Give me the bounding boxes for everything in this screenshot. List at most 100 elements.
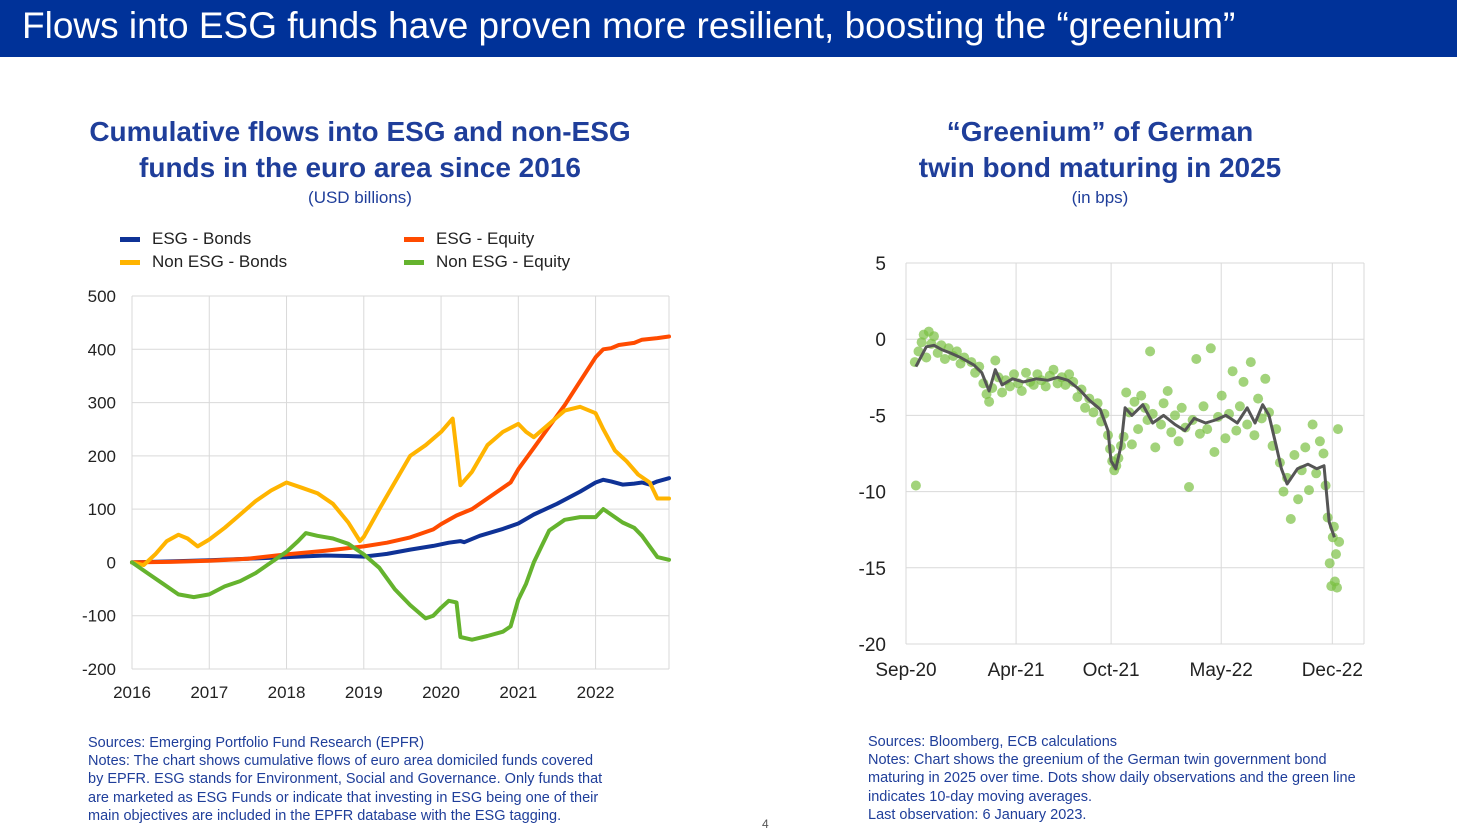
daily-observation-dot (939, 354, 950, 364)
daily-observation-dot (910, 480, 921, 491)
left-note-line: main objectives are included in the EPFR… (88, 807, 562, 824)
legend-item: ESG - Equity (404, 229, 534, 249)
legend-label: ESG - Bonds (152, 229, 252, 248)
y-tick-label: 500 (88, 287, 116, 306)
daily-observation-dot (1170, 410, 1180, 421)
daily-observation-dot (1136, 390, 1147, 401)
daily-observation-dot (1156, 419, 1166, 430)
legend-swatch (120, 236, 140, 242)
daily-observation-dot (984, 396, 995, 407)
daily-observation-dot (1191, 354, 1202, 364)
series-line (130, 507, 671, 642)
x-tick-label: Apr-21 (988, 660, 1045, 681)
x-tick-label: Oct-21 (1083, 660, 1140, 681)
daily-observation-dot (1064, 369, 1075, 380)
y-tick-label: -10 (859, 483, 886, 504)
daily-observation-dot (1332, 582, 1342, 593)
right-chart-notes: Sources: Bloomberg, ECB calculations Not… (868, 733, 1428, 824)
daily-observation-dot (1129, 396, 1140, 407)
y-tick-label: -200 (82, 660, 116, 679)
daily-observation-dot (1040, 381, 1051, 392)
y-tick-label: -15 (859, 559, 886, 580)
right-chart-subtitle: (in bps) (1071, 188, 1129, 207)
daily-observation-dot (1194, 428, 1205, 439)
daily-observation-dot (1060, 379, 1071, 390)
daily-observation-dot (1133, 424, 1144, 435)
right-note-line: Sources: Bloomberg, ECB calculations (868, 734, 1118, 750)
daily-observation-dot (1080, 402, 1091, 413)
x-tick-label: 2016 (113, 683, 151, 702)
daily-observation-dot (1227, 366, 1238, 377)
left-chart-title: Cumulative flows into ESG and non-ESG fu… (40, 114, 680, 186)
daily-observation-dot (1009, 369, 1019, 380)
legend-label: Non ESG - Equity (436, 252, 571, 271)
legend-item: Non ESG - Bonds (120, 252, 287, 272)
daily-observation-dot (1324, 558, 1335, 569)
y-tick-label: 0 (107, 553, 116, 572)
daily-observation-dot (1076, 384, 1087, 395)
daily-observation-dot (1307, 419, 1318, 430)
legend-swatch (120, 259, 140, 265)
y-tick-label: -20 (859, 635, 886, 656)
daily-observation-dot (1158, 398, 1169, 409)
daily-observation-dot (1249, 430, 1260, 441)
daily-observation-dot (1253, 393, 1264, 404)
daily-observation-dot (1004, 381, 1015, 392)
daily-observation-dot (1234, 401, 1245, 412)
left-note-line: Sources: Emerging Portfolio Fund Researc… (88, 735, 425, 751)
daily-observation-dot (1311, 468, 1322, 479)
x-tick-label: 2021 (499, 683, 537, 702)
daily-observation-dot (1121, 387, 1132, 398)
daily-observation-dot (1318, 448, 1329, 459)
daily-observation-dot (1016, 386, 1027, 396)
right-chart-title: “Greenium” of German twin bond maturing … (860, 114, 1340, 186)
daily-observation-dot (1242, 419, 1253, 430)
daily-observation-dot (1184, 482, 1194, 492)
legend-swatch (404, 259, 424, 265)
right-note-line: maturing in 2025 over time. Dots show da… (868, 770, 1356, 787)
daily-observation-dot (1145, 346, 1156, 357)
left-note-line: by EPFR. ESG stands for Environment, Soc… (88, 771, 603, 788)
left-note-line: Notes: The chart shows cumulative flows … (88, 753, 594, 770)
left-chart-title-line2: funds in the euro area since 2016 (139, 152, 581, 183)
daily-observation-dot (1072, 392, 1083, 403)
daily-observation-dot (1220, 433, 1231, 444)
series-line (130, 404, 671, 568)
daily-observation-dot (1173, 436, 1184, 447)
x-tick-label: 2017 (190, 683, 228, 702)
x-tick-label: 2022 (577, 683, 615, 702)
page-title: Flows into ESG funds have proven more re… (22, 5, 1236, 46)
daily-observation-dot (1293, 494, 1304, 505)
x-tick-label: Sep-20 (875, 660, 936, 681)
daily-observation-dot (1162, 386, 1173, 396)
y-tick-label: -5 (869, 406, 886, 427)
daily-observation-dot (1150, 442, 1161, 453)
daily-observation-dot (1198, 401, 1209, 412)
daily-observation-dot (1260, 373, 1271, 384)
y-tick-label: 100 (88, 500, 116, 519)
daily-observation-dot (1278, 486, 1289, 497)
daily-observation-dot (1331, 549, 1341, 560)
y-tick-label: 400 (88, 340, 116, 359)
daily-observation-dot (1216, 390, 1227, 401)
daily-observation-dot (1304, 485, 1314, 496)
daily-observation-dot (929, 331, 939, 342)
series-line (130, 476, 671, 565)
right-chart-title-line1: “Greenium” of German (946, 116, 1254, 147)
moving-average-line (914, 343, 1336, 538)
daily-observation-dot (1028, 379, 1039, 390)
daily-observation-dot (916, 337, 927, 348)
daily-observation-dot (1285, 514, 1296, 524)
y-tick-label: 0 (875, 330, 886, 351)
y-tick-label: -100 (82, 607, 116, 626)
right-note-line: indicates 10-day moving averages. (868, 788, 1093, 805)
x-tick-label: 2018 (268, 683, 306, 702)
x-tick-label: 2019 (345, 683, 383, 702)
right-chart-title-line2: twin bond maturing in 2025 (918, 152, 1282, 183)
y-tick-label: 200 (88, 447, 116, 466)
x-tick-label: Dec-22 (1302, 660, 1363, 681)
daily-observation-dot (1048, 364, 1059, 375)
left-note-line: are marketed as ESG Funds or indicate th… (88, 789, 599, 806)
daily-observation-dot (1334, 536, 1345, 547)
daily-observation-dot (1209, 447, 1220, 457)
